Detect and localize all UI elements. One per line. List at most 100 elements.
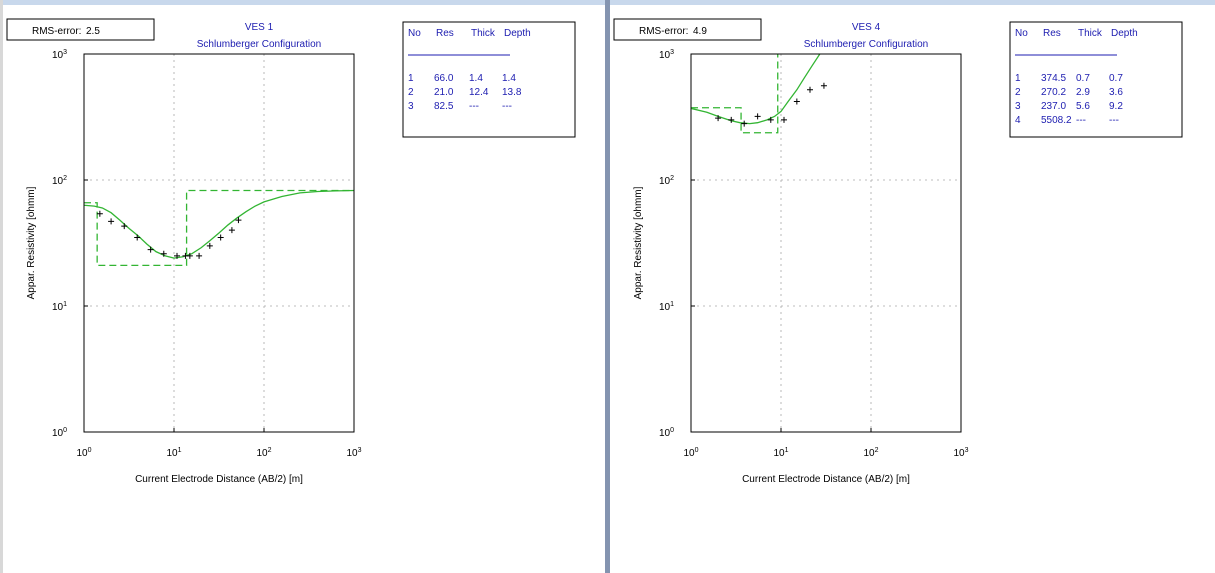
- ves-1-measured-point-5: [160, 250, 167, 257]
- ves-4-table-cell-3-2: ---: [1076, 115, 1086, 126]
- ves-4-table-header-thick: Thick: [1078, 28, 1103, 39]
- ves-1-x-tick-label-2: 102: [256, 447, 271, 459]
- ves-1-rms-label: RMS-error:: [32, 26, 81, 37]
- ves-4-measured-point-5: [781, 116, 788, 123]
- ves-1-x-tick-label-3: 103: [346, 447, 361, 459]
- ves-4-y-tick-label-3: 103: [659, 49, 674, 61]
- ves-1-table-cell-0-3: 1.4: [502, 73, 516, 84]
- ves-4-x-tick-label-3: 103: [953, 447, 968, 459]
- ves-4-table-cell-3-3: ---: [1109, 115, 1119, 126]
- ves-4-rms-value: 4.9: [693, 26, 707, 37]
- ves-1-table-cell-1-1: 21.0: [434, 87, 454, 98]
- ves-1-measured-point-1: [108, 218, 115, 225]
- ves-1-table-cell-2-0: 3: [408, 101, 414, 112]
- ves-1-measured-point-6: [174, 252, 181, 259]
- ves-1-table-cell-1-2: 12.4: [469, 87, 489, 98]
- ves-1-table-header-no: No: [408, 28, 421, 39]
- ves-1-measured-point-2: [121, 223, 128, 230]
- ves-4-y-tick-label-2: 102: [659, 175, 674, 187]
- ves-4-rms-label: RMS-error:: [639, 26, 688, 37]
- ves-1-table-cell-2-2: ---: [469, 101, 479, 112]
- ves-4-x-tick-label-1: 101: [773, 447, 788, 459]
- ves-1-y-tick-label-0: 100: [52, 427, 67, 439]
- left-border: [0, 0, 3, 573]
- ves-1-table-cell-2-3: ---: [502, 101, 512, 112]
- ves-1-measured-point-12: [228, 227, 235, 234]
- ves-1-table-cell-2-1: 82.5: [434, 101, 454, 112]
- ves-1-measured-point-13: [235, 217, 242, 224]
- ves-4-table-header-no: No: [1015, 28, 1028, 39]
- ves-1-y-axis-label: Appar. Resistivity [ohmm]: [26, 186, 37, 299]
- ves-4-measured-point-7: [807, 86, 813, 93]
- ves-4-table-cell-1-0: 2: [1015, 87, 1021, 98]
- ves-4-rms-box: [613, 18, 762, 41]
- ves-4-table-cell-3-1: 5508.2: [1041, 115, 1072, 126]
- ves-4-table-cell-0-3: 0.7: [1109, 73, 1123, 84]
- ves-1-table-header-res: Res: [436, 28, 454, 39]
- ves-4-y-tick-label-1: 101: [659, 301, 674, 313]
- ves-4-subtitle: Schlumberger Configuration: [804, 39, 929, 50]
- ves-1-x-axis-label: Current Electrode Distance (AB/2) [m]: [135, 474, 303, 485]
- ves-1-model-line: [84, 189, 354, 267]
- ves-1-x-tick-label-1: 101: [166, 447, 181, 459]
- ves-4-measured-point-8: [820, 82, 827, 89]
- ves-4-table-cell-2-0: 3: [1015, 101, 1021, 112]
- ves-1-table-cell-1-0: 2: [408, 87, 414, 98]
- ves-1-table-header-thick: Thick: [471, 28, 496, 39]
- ves-4-y-tick-label-0: 100: [659, 427, 674, 439]
- ves-1-table-cell-1-3: 13.8: [502, 87, 522, 98]
- ves-1-y-tick-label-1: 101: [52, 301, 67, 313]
- ves-1-layer-table: [402, 21, 576, 138]
- ves-4-table-cell-1-1: 270.2: [1041, 87, 1066, 98]
- ves-4-measured-point-1: [728, 116, 735, 123]
- ves-1-measured-point-3: [134, 234, 141, 241]
- ves-4-title: VES 4: [852, 22, 881, 33]
- ves-1-title: VES 1: [245, 22, 274, 33]
- ves-1-y-tick-label-2: 102: [52, 175, 67, 187]
- ves-1-rms-value: 2.5: [86, 26, 100, 37]
- ves-1-measured-point-4: [147, 246, 154, 253]
- ves-4-x-tick-label-0: 100: [683, 447, 698, 459]
- ves-4-layer-table: [1009, 21, 1183, 138]
- ves-4-measured-point-3: [754, 113, 761, 120]
- ves-1-table-header-depth: Depth: [504, 28, 531, 39]
- ves-4-x-tick-label-2: 102: [863, 447, 878, 459]
- ves-4-measured-point-6: [793, 98, 800, 105]
- ves-1-table-cell-0-2: 1.4: [469, 73, 483, 84]
- ves-1-measured-point-10: [206, 242, 213, 249]
- ves-4-x-axis-label: Current Electrode Distance (AB/2) [m]: [742, 474, 910, 485]
- ves-4-calculated-curve: [691, 54, 821, 125]
- ves-4-panel: 100 101 102 103 100 101 102 103 Current Electrod…: [610, 5, 1215, 573]
- ves-1-rms-box: [6, 18, 155, 41]
- ves-1-chart: 100 101 102 103 100 101 102 103 Current Electrod…: [6, 18, 576, 485]
- ves-1-panel: 100 101 102 103 100 101 102 103 Current Electrod…: [3, 5, 605, 573]
- ves-1-measured-point-9: [196, 252, 203, 259]
- ves-4-table-cell-2-2: 5.6: [1076, 101, 1090, 112]
- panel-divider: [605, 0, 610, 573]
- ves-4-table-cell-3-0: 4: [1015, 115, 1021, 126]
- ves-1-measured-point-8: [186, 252, 193, 259]
- ves-1-x-tick-label-0: 100: [76, 447, 91, 459]
- ves-4-table-header-res: Res: [1043, 28, 1061, 39]
- ves-4-table-cell-0-1: 374.5: [1041, 73, 1066, 84]
- ves-4-measured-point-0: [715, 115, 722, 122]
- ves-1-measured-point-0: [96, 210, 103, 217]
- ves-4-table-cell-2-1: 237.0: [1041, 101, 1066, 112]
- ves-1-calculated-curve: [84, 189, 354, 259]
- ves-4-table-cell-0-2: 0.7: [1076, 73, 1090, 84]
- ves-4-y-axis-label: Appar. Resistivity [ohmm]: [633, 186, 644, 299]
- ves-4-model-line: [691, 54, 779, 134]
- ves-1-table-cell-0-0: 1: [408, 73, 414, 84]
- ves-1-y-tick-label-3: 103: [52, 49, 67, 61]
- ves-4-measured-point-2: [741, 120, 748, 127]
- ves-4-table-cell-1-2: 2.9: [1076, 87, 1090, 98]
- ves-1-subtitle: Schlumberger Configuration: [197, 39, 322, 50]
- ves-4-plot-frame: [690, 53, 962, 433]
- ves-4-table-cell-1-3: 3.6: [1109, 87, 1123, 98]
- ves-1-plot-frame: [83, 53, 355, 433]
- ves-4-table-header-depth: Depth: [1111, 28, 1138, 39]
- ves-4-table-cell-0-0: 1: [1015, 73, 1021, 84]
- ves-4-measured-point-4: [767, 116, 774, 123]
- ves-1-table-cell-0-1: 66.0: [434, 73, 454, 84]
- ves-4-table-cell-2-3: 9.2: [1109, 101, 1123, 112]
